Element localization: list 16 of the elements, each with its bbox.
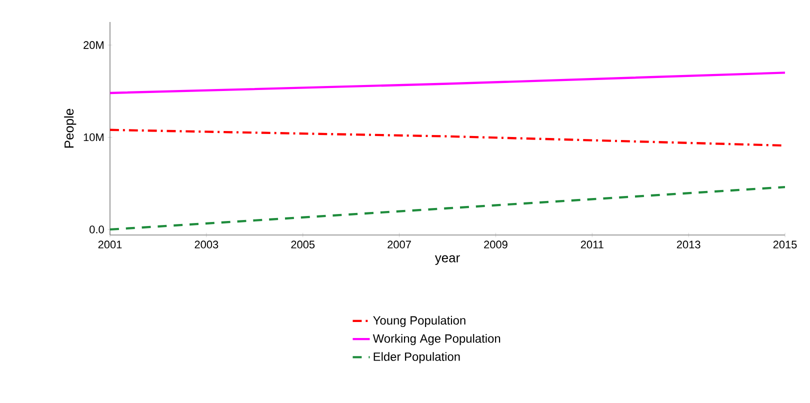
x-tick-label: 2015 [773, 240, 797, 248]
legend-label: Working Age Population [372, 334, 500, 346]
x-tick-label: 2013 [676, 240, 700, 248]
x-axis-title: year [434, 255, 460, 265]
y-tick-label: 0.0 [90, 226, 104, 234]
x-tick-label: 2005 [291, 240, 315, 248]
legend-label: Young Population [373, 316, 466, 328]
x-tick-label: 2009 [484, 240, 508, 248]
x-tick-label: 2011 [580, 240, 604, 248]
x-tick-label: 2001 [98, 240, 122, 248]
y-axis-title: People [64, 108, 76, 148]
y-tick-label: 10M [84, 133, 104, 142]
x-tick-label: 2007 [388, 240, 411, 248]
x-tick-label: 2003 [194, 240, 218, 248]
y-tick-label: 20M [84, 41, 104, 49]
legend-label: Elder Population [374, 352, 460, 364]
